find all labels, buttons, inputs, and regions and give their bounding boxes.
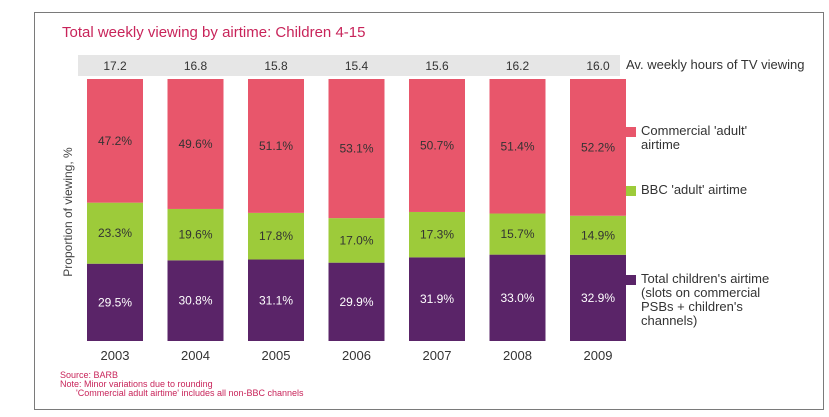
- x-tick-label: 2003: [101, 348, 130, 363]
- weekly-hours-band: [78, 55, 620, 76]
- bar-segment: [328, 218, 385, 263]
- legend-item-children: Total children's airtime (slots on comme…: [626, 272, 781, 328]
- rounding-note: Note: Minor variations due to rounding: [60, 379, 213, 389]
- bar-data-label: 52.2%: [581, 140, 615, 154]
- x-tick-label: 2005: [262, 348, 291, 363]
- weekly-hours-value: 16.0: [586, 59, 610, 73]
- weekly-hours-label: Av. weekly hours of TV viewing: [626, 57, 805, 72]
- bar-data-label: 49.6%: [178, 137, 212, 151]
- legend-swatch-bbc: [626, 186, 636, 196]
- weekly-hours-value: 15.8: [264, 59, 288, 73]
- bar-segment: [248, 212, 304, 260]
- bar-segment: [248, 259, 304, 341]
- x-tick-label: 2006: [342, 348, 371, 363]
- bar-segment: [328, 262, 385, 341]
- legend-item-bbc: BBC 'adult' airtime: [626, 183, 791, 197]
- bar-segment: [409, 79, 465, 212]
- bar-data-label: 17.8%: [259, 229, 293, 243]
- legend-label-children: Total children's airtime (slots on comme…: [641, 271, 770, 328]
- x-tick-label: 2008: [503, 348, 532, 363]
- chart-notes: Source: BARB Note: Minor variations due …: [60, 371, 304, 398]
- bar-segment: [570, 215, 626, 255]
- bar-segment: [409, 211, 465, 258]
- bar-segment: [328, 79, 385, 219]
- bar-data-label: 51.1%: [259, 139, 293, 153]
- bar-data-label: 23.3%: [98, 226, 132, 240]
- bar-data-label: 30.8%: [178, 294, 212, 308]
- legend-swatch-children: [626, 275, 636, 285]
- bar-data-label: 19.6%: [178, 228, 212, 242]
- bar-segment: [409, 257, 465, 341]
- bar-data-label: 14.9%: [581, 228, 615, 242]
- weekly-hours-value: 15.6: [425, 59, 449, 73]
- legend-item-commercial: Commercial 'adult' airtime: [626, 124, 761, 152]
- bar-segment: [87, 202, 143, 264]
- bar-data-label: 29.5%: [98, 295, 132, 309]
- legend-label-commercial: Commercial 'adult' airtime: [641, 123, 748, 152]
- bar-segment: [570, 254, 626, 341]
- weekly-hours-value: 15.4: [345, 59, 369, 73]
- bar-data-label: 33.0%: [500, 291, 534, 305]
- bar-segment: [167, 79, 224, 209]
- bar-data-label: 17.3%: [420, 228, 454, 242]
- bar-data-label: 47.2%: [98, 134, 132, 148]
- source-note: Source: BARB: [60, 370, 119, 380]
- bar-segment: [167, 208, 224, 261]
- weekly-hours-value: 17.2: [103, 59, 127, 73]
- x-tick-label: 2007: [423, 348, 452, 363]
- bar-segment: [248, 79, 304, 213]
- bar-data-label: 53.1%: [339, 142, 373, 156]
- bar-data-label: 51.4%: [500, 139, 534, 153]
- bar-segment: [570, 79, 626, 216]
- bar-data-label: 31.9%: [420, 292, 454, 306]
- legend-label-bbc: BBC 'adult' airtime: [641, 182, 748, 197]
- weekly-hours-value: 16.2: [506, 59, 530, 73]
- bar-segment: [489, 79, 546, 214]
- bar-data-label: 31.1%: [259, 293, 293, 307]
- bar-data-label: 15.7%: [500, 227, 534, 241]
- bar-data-label: 50.7%: [420, 138, 454, 152]
- x-tick-label: 2009: [584, 348, 613, 363]
- bar-segment: [87, 263, 143, 341]
- x-tick-label: 2004: [181, 348, 210, 363]
- bar-segment: [87, 79, 143, 203]
- bar-data-label: 32.9%: [581, 291, 615, 305]
- commercial-definition-note: 'Commercial adult airtime' includes all …: [76, 388, 304, 398]
- bar-data-label: 29.9%: [339, 295, 373, 309]
- legend-swatch-commercial: [626, 127, 636, 137]
- bar-segment: [489, 213, 546, 255]
- bar-data-label: 17.0%: [339, 233, 373, 247]
- bar-segment: [489, 254, 546, 341]
- chart-title: Total weekly viewing by airtime: Childre…: [62, 24, 366, 41]
- bar-segment: [167, 260, 224, 341]
- weekly-hours-value: 16.8: [184, 59, 208, 73]
